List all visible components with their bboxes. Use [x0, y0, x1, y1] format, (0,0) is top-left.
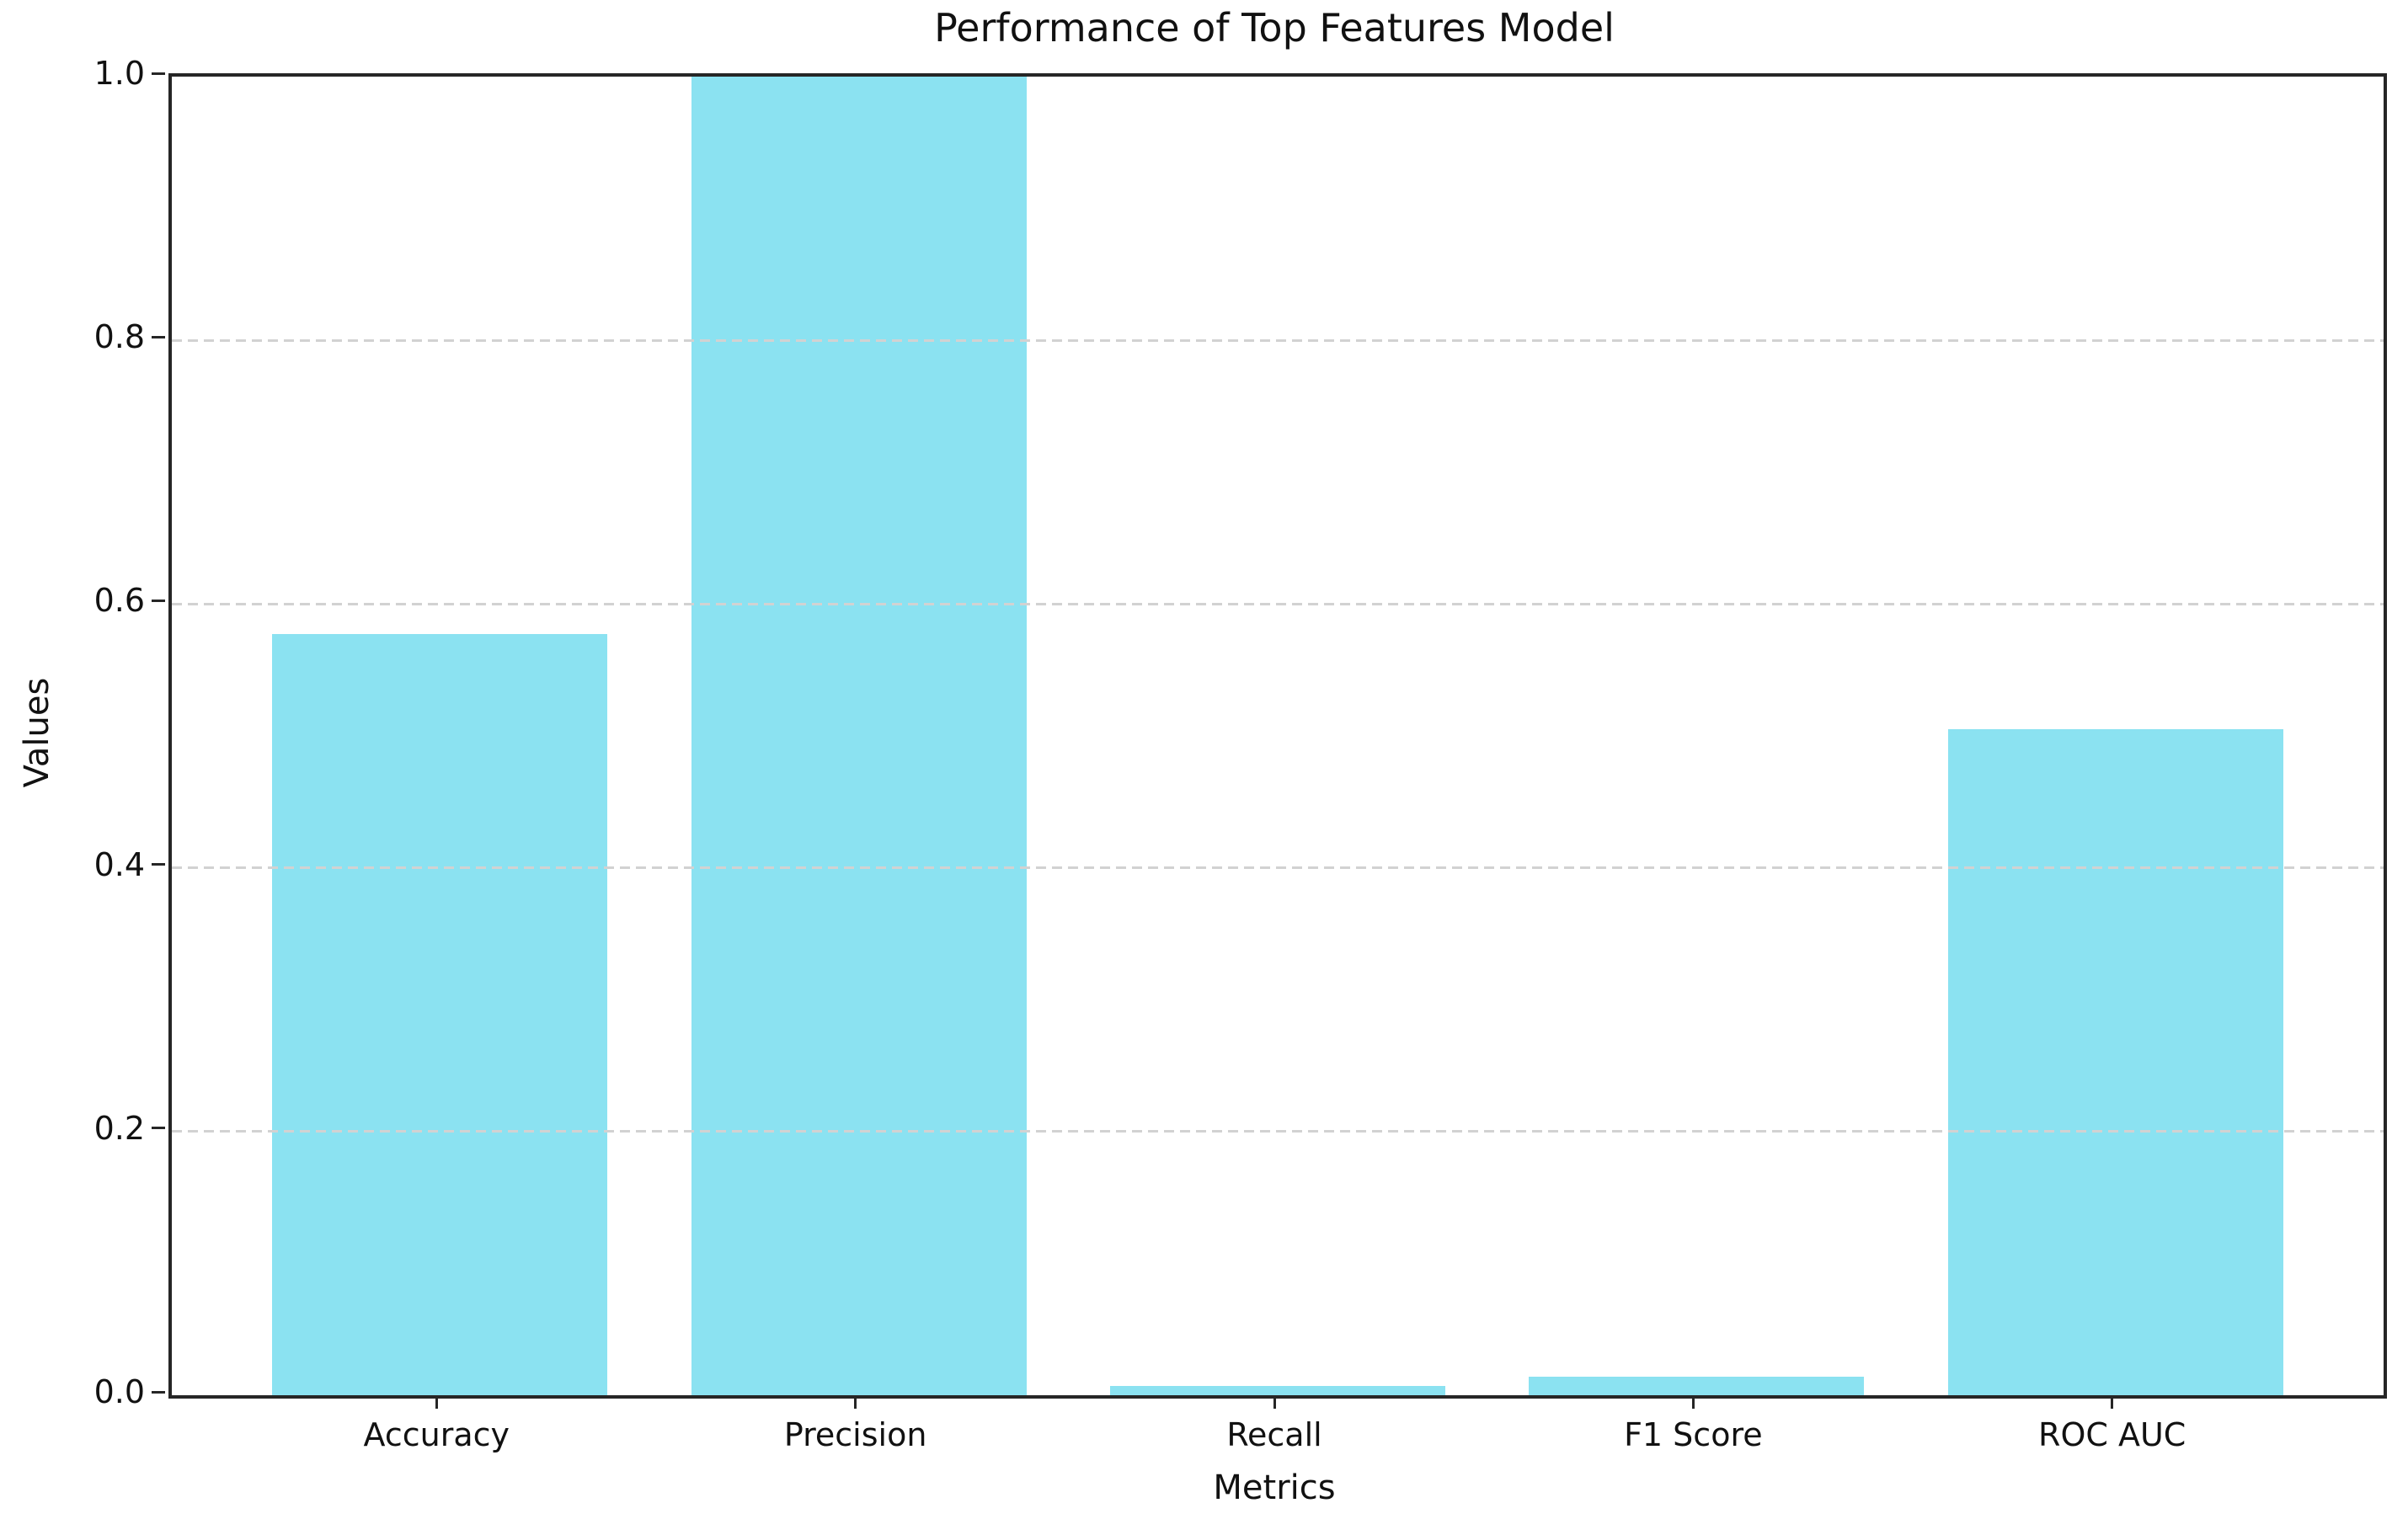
x-axis-label: Metrics	[1213, 1468, 1336, 1507]
x-tick-label: Recall	[1226, 1416, 1322, 1453]
chart-title: Performance of Top Features Model	[934, 5, 1615, 51]
gridline-0.8	[172, 338, 2384, 342]
y-tick-label: 0.4	[93, 845, 145, 883]
x-tick-mark	[435, 1395, 438, 1409]
y-tick-mark	[152, 1127, 165, 1130]
bar-f1-score	[1529, 1377, 1865, 1395]
x-tick-label: ROC AUC	[2038, 1416, 2186, 1453]
bar-roc-auc	[1947, 729, 2283, 1395]
x-tick-mark	[1273, 1395, 1276, 1409]
y-tick-mark	[152, 72, 165, 75]
y-tick-label: 1.0	[93, 55, 145, 92]
bar-recall	[1110, 1386, 1445, 1395]
x-tick-label: Precision	[783, 1416, 927, 1453]
y-tick-label: 0.6	[93, 582, 145, 620]
gridline-0.2	[172, 1130, 2384, 1133]
plot-area	[168, 73, 2387, 1399]
bar-precision	[691, 77, 1027, 1395]
y-tick-label: 0.2	[93, 1109, 145, 1147]
x-tick-mark	[854, 1395, 857, 1409]
gridline-0.6	[172, 602, 2384, 605]
x-tick-mark	[1691, 1395, 1695, 1409]
bar-accuracy	[272, 634, 608, 1395]
gridline-0.4	[172, 866, 2384, 870]
x-tick-mark	[2111, 1395, 2114, 1409]
y-tick-label: 0.8	[93, 318, 145, 356]
y-axis-label: Values	[18, 677, 56, 788]
y-tick-mark	[152, 863, 165, 866]
y-tick-mark	[152, 335, 165, 338]
y-tick-mark	[152, 1390, 165, 1394]
y-tick-label: 0.0	[93, 1373, 145, 1410]
y-tick-mark	[152, 599, 165, 602]
x-tick-label: F1 Score	[1624, 1416, 1763, 1453]
x-tick-label: Accuracy	[363, 1416, 510, 1453]
